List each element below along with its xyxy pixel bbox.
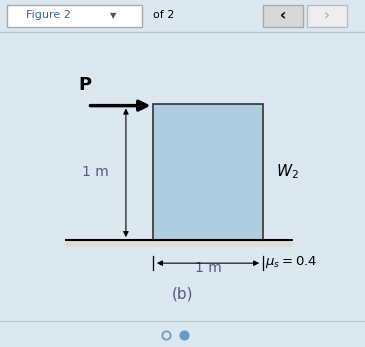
Text: $W_2$: $W_2$ <box>276 163 298 181</box>
Text: $\mu_s = 0.4$: $\mu_s = 0.4$ <box>265 254 317 270</box>
Bar <box>66 240 292 247</box>
Bar <box>153 104 263 240</box>
Text: of 2: of 2 <box>153 10 175 20</box>
Text: 1 m: 1 m <box>195 261 222 274</box>
Text: ›: › <box>324 8 330 23</box>
Text: 1 m: 1 m <box>81 165 108 179</box>
Text: ▼: ▼ <box>110 11 116 20</box>
FancyBboxPatch shape <box>307 5 347 27</box>
Text: Figure 2: Figure 2 <box>26 10 70 20</box>
FancyBboxPatch shape <box>263 5 303 27</box>
Text: (b): (b) <box>172 286 193 301</box>
Text: ‹: ‹ <box>280 8 286 23</box>
FancyBboxPatch shape <box>7 5 142 27</box>
Text: P: P <box>78 76 92 94</box>
